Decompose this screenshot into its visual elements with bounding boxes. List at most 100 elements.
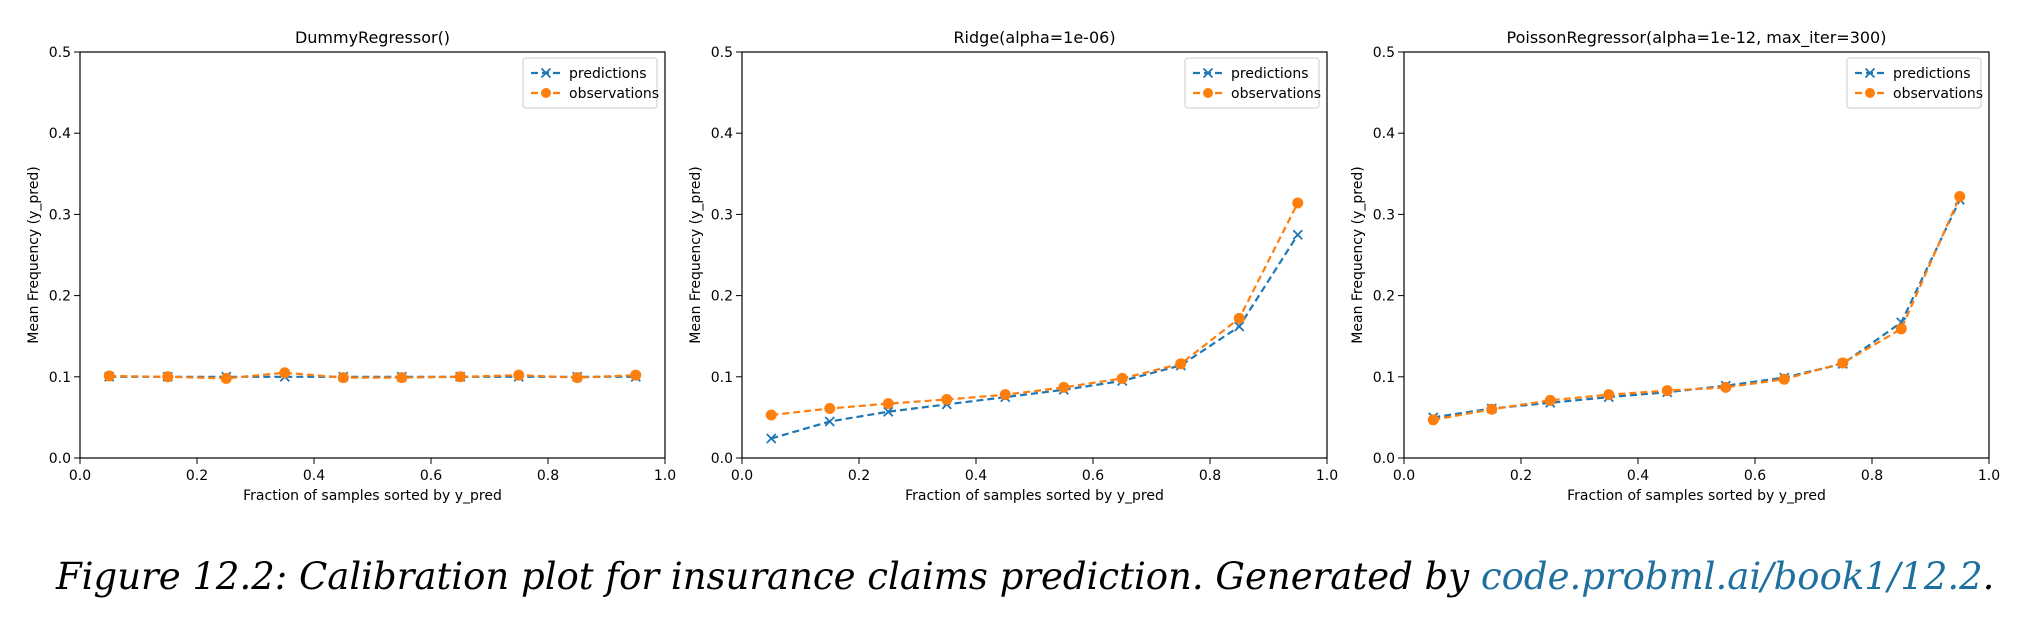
- data-point-observations: [1720, 381, 1732, 393]
- x-tick-label: 0.2: [1510, 468, 1532, 484]
- data-point-observations: [337, 372, 349, 384]
- y-tick-label: 0.5: [711, 45, 733, 61]
- data-point-observations: [1116, 372, 1128, 384]
- y-axis-label: Mean Frequency (y_pred): [26, 166, 42, 343]
- series-line-predictions: [1433, 199, 1961, 419]
- plot-frame: [1403, 51, 1990, 459]
- y-tick-label: 0.1: [1373, 370, 1395, 386]
- y-tick-label: 0.0: [49, 451, 71, 467]
- data-point-observations: [1427, 414, 1439, 426]
- x-tick-label: 0.6: [1082, 468, 1104, 484]
- legend-marker: [1203, 88, 1213, 98]
- data-point-observations: [103, 370, 115, 382]
- x-tick-label: 0.0: [731, 468, 753, 484]
- legend-box: [1846, 57, 1982, 109]
- data-point-observations: [1954, 191, 1966, 203]
- legend-box: [1184, 57, 1320, 109]
- x-tick-label: 0.2: [848, 468, 870, 484]
- caption-link[interactable]: code.probml.ai/book1/12.2: [1480, 555, 1983, 598]
- data-point-observations: [941, 394, 953, 406]
- legend-label: predictions: [569, 66, 647, 82]
- data-point-predictions: [1292, 229, 1303, 240]
- data-point-predictions: [766, 433, 777, 444]
- data-point-observations: [882, 398, 894, 410]
- legend: predictions observations: [1846, 57, 1983, 109]
- x-tick-label: 0.6: [420, 468, 442, 484]
- series-line-predictions: [770, 234, 1299, 440]
- series-line-observations: [1433, 196, 1961, 421]
- x-axis-label: Fraction of samples sorted by y_pred: [905, 488, 1164, 504]
- data-point-observations: [454, 371, 466, 383]
- y-tick-label: 0.1: [49, 370, 71, 386]
- y-tick-label: 0.5: [1373, 45, 1395, 61]
- y-tick-label: 0.2: [49, 289, 71, 305]
- plot-frame: [741, 51, 1328, 459]
- x-tick-label: 0.6: [1744, 468, 1766, 484]
- data-point-observations: [279, 367, 291, 379]
- legend-marker: [1202, 67, 1214, 79]
- data-point-observations: [1233, 312, 1245, 324]
- y-axis-label: Mean Frequency (y_pred): [688, 166, 704, 343]
- x-tick-label: 0.4: [965, 468, 987, 484]
- chart-panel-1: DummyRegressor() 0.0 0.2 0.4 0.6 0.8 1.0 0.0 0.1…: [26, 28, 676, 504]
- series-line-observations: [771, 202, 1299, 417]
- legend-marker: [541, 88, 551, 98]
- data-point-observations: [1778, 373, 1790, 385]
- legend-box: [522, 57, 658, 109]
- x-tick-label: 0.2: [186, 468, 208, 484]
- figure-caption: Figure 12.2: Calibration plot for insura…: [56, 555, 2006, 598]
- data-point-predictions: [883, 406, 894, 417]
- legend: predictions observations: [1184, 57, 1321, 109]
- data-point-observations: [1486, 403, 1498, 415]
- data-point-observations: [1058, 381, 1070, 393]
- legend-label: predictions: [1231, 66, 1309, 82]
- y-tick-label: 0.1: [711, 370, 733, 386]
- y-tick-label: 0.4: [1373, 126, 1395, 142]
- x-axis-label: Fraction of samples sorted by y_pred: [1567, 488, 1826, 504]
- chart-title: Ridge(alpha=1e-06): [953, 28, 1115, 47]
- data-point-observations: [513, 369, 525, 381]
- caption-text: Figure 12.2: Calibration plot for insura…: [56, 555, 1481, 598]
- data-point-observations: [220, 372, 232, 384]
- data-point-observations: [396, 372, 408, 384]
- data-point-observations: [765, 409, 777, 421]
- legend-marker: [1865, 88, 1875, 98]
- data-point-observations: [1837, 357, 1849, 369]
- y-tick-label: 0.3: [1373, 207, 1395, 223]
- legend: predictions observations: [522, 57, 659, 109]
- y-tick-label: 0.5: [49, 45, 71, 61]
- x-tick-label: 1.0: [1978, 468, 2000, 484]
- x-axis-label: Fraction of samples sorted by y_pred: [243, 488, 502, 504]
- legend-marker: [1864, 67, 1876, 79]
- x-tick-label: 0.4: [1627, 468, 1649, 484]
- data-point-observations: [824, 402, 836, 414]
- x-tick-label: 1.0: [654, 468, 676, 484]
- calibration-figure: DummyRegressor() 0.0 0.2 0.4 0.6 0.8 1.0 0.0 0.1…: [26, 28, 2000, 504]
- x-tick-label: 0.0: [1393, 468, 1415, 484]
- x-tick-label: 0.0: [69, 468, 91, 484]
- y-axis-label: Mean Frequency (y_pred): [1350, 166, 1366, 343]
- x-tick-label: 0.8: [1199, 468, 1221, 484]
- data-point-observations: [162, 371, 174, 383]
- y-tick-label: 0.3: [49, 207, 71, 223]
- plot-frame: [79, 51, 666, 459]
- data-point-observations: [571, 372, 583, 384]
- y-tick-label: 0.3: [711, 207, 733, 223]
- data-point-observations: [1661, 385, 1673, 397]
- y-tick-label: 0.4: [49, 126, 71, 142]
- chart-title: DummyRegressor(): [295, 28, 450, 47]
- x-tick-label: 0.8: [537, 468, 559, 484]
- data-point-observations: [630, 369, 642, 381]
- x-tick-label: 0.8: [1861, 468, 1883, 484]
- data-point-observations: [999, 389, 1011, 401]
- legend-label: predictions: [1893, 66, 1971, 82]
- legend-label: observations: [1893, 86, 1983, 102]
- series-line-observations: [109, 371, 636, 380]
- data-point-observations: [1544, 394, 1556, 406]
- caption-end: .: [1982, 555, 1995, 598]
- data-point-observations: [1175, 358, 1187, 370]
- chart-panel-2: Ridge(alpha=1e-06) 0.0 0.2 0.4 0.6 0.8 1.0 0.0 0…: [688, 28, 1338, 504]
- data-point-observations: [1895, 323, 1907, 335]
- x-tick-label: 0.4: [303, 468, 325, 484]
- data-point-observations: [1292, 197, 1304, 209]
